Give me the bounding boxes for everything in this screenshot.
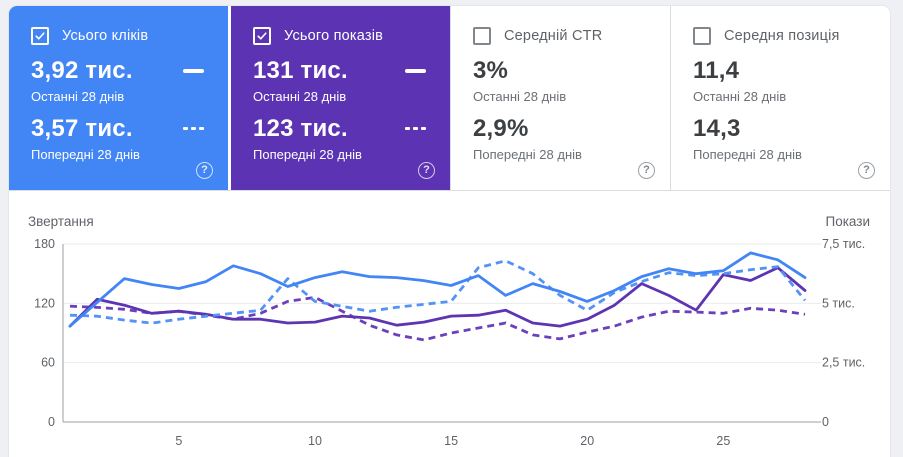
- svg-text:10: 10: [308, 434, 322, 448]
- metric-cards-row: Усього кліків 3,92 тис. Останні 28 днів …: [9, 6, 890, 191]
- metric-card-average-ctr[interactable]: Середній CTR 3% Останні 28 днів 2,9% Поп…: [450, 6, 670, 190]
- series-dashed-left: [69, 259, 807, 325]
- performance-chart-section: Звертання Покази 180 120 60 0 7,5 тис. 5 тис. 2,…: [9, 191, 890, 457]
- metric-value-previous: 123 тис.: [253, 115, 348, 143]
- svg-text:5 тис.: 5 тис.: [822, 296, 855, 310]
- metric-caption-previous: Попередні 28 днів: [253, 147, 362, 163]
- previous-period-line-marker: [183, 127, 204, 131]
- average-ctr-checkbox[interactable]: [473, 27, 491, 45]
- series-solid-left: [68, 251, 807, 328]
- metric-card-label: Усього показів: [284, 28, 384, 44]
- svg-text:Покази: Покази: [825, 214, 870, 229]
- previous-period-line-marker: [405, 127, 426, 131]
- svg-text:20: 20: [580, 434, 594, 448]
- checkmark-icon: [35, 32, 45, 40]
- metric-caption-previous: Попередні 28 днів: [31, 147, 140, 163]
- metric-caption-current: Останні 28 днів: [253, 89, 347, 105]
- svg-text:180: 180: [34, 237, 55, 251]
- svg-text:5: 5: [175, 434, 182, 448]
- clicks-impressions-line-chart[interactable]: Звертання Покази 180 120 60 0 7,5 тис. 5 тис. 2,…: [9, 191, 890, 457]
- svg-text:25: 25: [716, 434, 730, 448]
- svg-text:15: 15: [444, 434, 458, 448]
- average-position-checkbox[interactable]: [693, 27, 711, 45]
- metric-caption-previous: Попередні 28 днів: [473, 147, 582, 163]
- metric-value-previous: 2,9%: [473, 115, 529, 143]
- performance-report-panel: Усього кліків 3,92 тис. Останні 28 днів …: [9, 6, 890, 457]
- metric-caption-current: Останні 28 днів: [693, 89, 787, 105]
- metric-value-current: 3%: [473, 57, 509, 84]
- svg-text:0: 0: [48, 415, 55, 429]
- total-clicks-checkbox[interactable]: [31, 27, 49, 45]
- current-period-line-marker: [405, 68, 426, 73]
- current-period-line-marker: [183, 68, 204, 73]
- checkmark-icon: [257, 32, 267, 40]
- metric-card-total-impressions[interactable]: Усього показів 131 тис. Останні 28 днів …: [231, 6, 450, 190]
- metric-caption-previous: Попередні 28 днів: [693, 147, 802, 163]
- metric-value-current: 3,92 тис.: [31, 57, 133, 84]
- svg-text:60: 60: [41, 356, 55, 370]
- metric-caption-current: Останні 28 днів: [473, 89, 567, 105]
- total-impressions-checkbox[interactable]: [253, 27, 271, 45]
- svg-text:120: 120: [34, 296, 55, 310]
- metric-value-current: 131 тис.: [253, 57, 348, 84]
- metric-card-label: Середня позиція: [724, 28, 840, 44]
- metric-value-previous: 3,57 тис.: [31, 115, 133, 143]
- svg-text:Звертання: Звертання: [28, 214, 94, 229]
- metric-value-current: 11,4: [693, 57, 740, 84]
- metric-card-average-position[interactable]: Середня позиція 11,4 Останні 28 днів 14,…: [670, 6, 890, 190]
- metric-card-label: Усього кліків: [62, 28, 149, 44]
- help-icon[interactable]: ?: [858, 162, 875, 179]
- metric-value-previous: 14,3: [693, 115, 741, 143]
- help-icon[interactable]: ?: [196, 162, 213, 179]
- svg-text:2,5 тис.: 2,5 тис.: [822, 356, 865, 370]
- svg-text:0: 0: [822, 415, 829, 429]
- series-solid-right: [68, 266, 807, 328]
- metric-caption-current: Останні 28 днів: [31, 89, 125, 105]
- help-icon[interactable]: ?: [418, 162, 435, 179]
- svg-text:7,5 тис.: 7,5 тис.: [822, 237, 865, 251]
- metric-card-label: Середній CTR: [504, 28, 603, 44]
- help-icon[interactable]: ?: [638, 162, 655, 179]
- metric-card-total-clicks[interactable]: Усього кліків 3,92 тис. Останні 28 днів …: [9, 6, 231, 190]
